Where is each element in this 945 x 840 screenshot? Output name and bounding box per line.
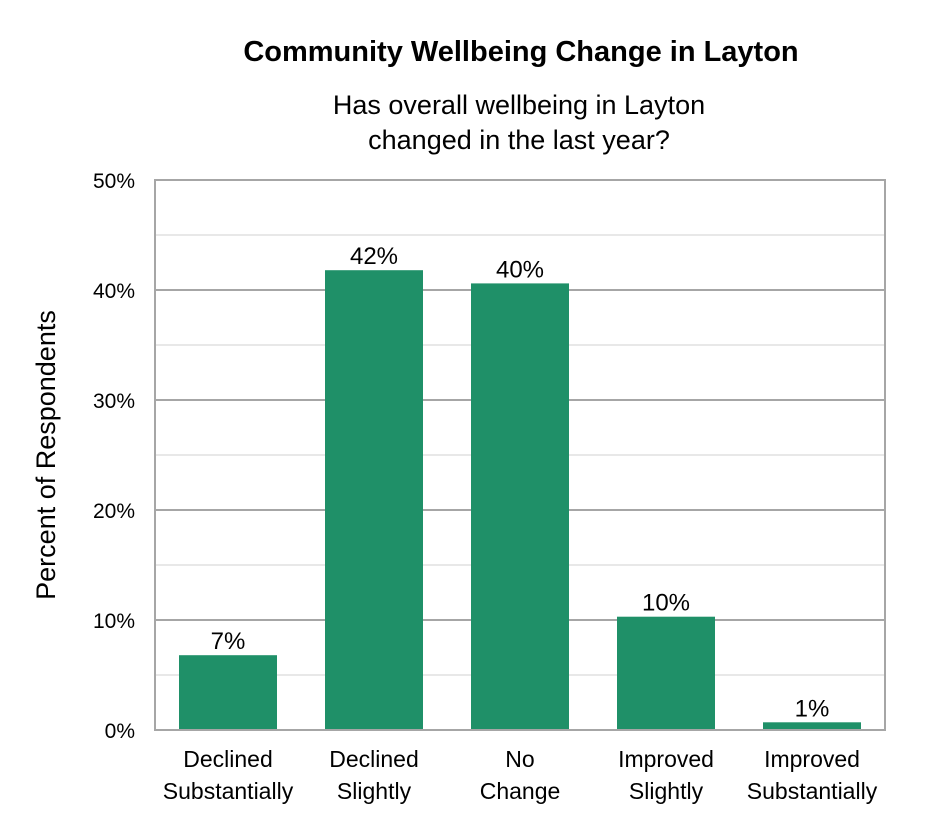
- x-tick-label: No: [505, 746, 534, 772]
- x-tick-label: Change: [480, 778, 561, 804]
- y-tick-label: 0%: [105, 720, 135, 743]
- y-tick-label: 40%: [93, 280, 135, 303]
- x-tick-label: Substantially: [163, 778, 294, 804]
- chart-title: Community Wellbeing Change in Layton: [243, 36, 798, 68]
- x-tick-label: Slightly: [337, 778, 412, 804]
- data-label: 10%: [642, 590, 690, 617]
- x-tick-label: Declined: [329, 746, 419, 772]
- bar: [763, 722, 861, 730]
- data-label: 42%: [350, 243, 398, 270]
- chart-subtitle-line-2: changed in the last year?: [368, 125, 670, 155]
- data-label: 7%: [211, 628, 246, 655]
- bar: [471, 283, 569, 730]
- chart-subtitle-line-1: Has overall wellbeing in Layton: [333, 90, 705, 120]
- x-tick-label: Slightly: [629, 778, 704, 804]
- y-tick-label: 10%: [93, 610, 135, 633]
- data-label: 40%: [496, 256, 544, 283]
- bar: [617, 616, 715, 730]
- x-tick-label: Improved: [618, 746, 714, 772]
- y-axis-label: Percent of Respondents: [31, 310, 61, 600]
- data-label: 1%: [795, 695, 830, 722]
- y-tick-label: 30%: [93, 390, 135, 413]
- x-tick-label: Improved: [764, 746, 860, 772]
- bar: [179, 655, 277, 730]
- x-tick-label: Substantially: [747, 778, 878, 804]
- plot-frame: [154, 179, 886, 731]
- y-tick-label: 20%: [93, 500, 135, 523]
- bar: [325, 270, 423, 730]
- y-tick-label: 50%: [93, 170, 135, 193]
- x-tick-label: Declined: [183, 746, 273, 772]
- plot-area: 0% 10% 20% 30% 40% 50% 7% Declined Substantially…: [93, 170, 886, 804]
